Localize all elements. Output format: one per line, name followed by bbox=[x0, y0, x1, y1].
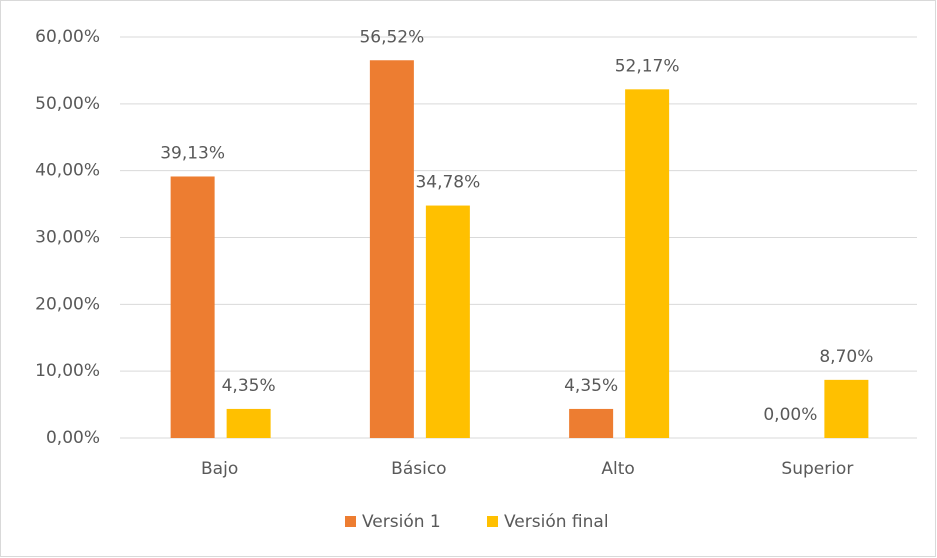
bar bbox=[226, 408, 271, 438]
data-label: 4,35% bbox=[222, 376, 276, 396]
bar bbox=[425, 205, 470, 438]
bar bbox=[824, 379, 869, 438]
y-tick-label: 40,00% bbox=[35, 161, 100, 181]
x-tick-label: Básico bbox=[391, 459, 446, 479]
legend-swatch bbox=[345, 516, 356, 527]
y-tick-label: 20,00% bbox=[35, 294, 100, 314]
data-label: 56,52% bbox=[359, 27, 424, 47]
bar bbox=[569, 408, 614, 438]
y-tick-label: 60,00% bbox=[35, 27, 100, 47]
legend-label: Versión final bbox=[504, 512, 609, 532]
x-tick-label: Alto bbox=[601, 459, 634, 479]
legend-swatch bbox=[487, 516, 498, 527]
x-tick-label: Bajo bbox=[201, 459, 238, 479]
data-label: 4,35% bbox=[564, 376, 618, 396]
bar bbox=[625, 89, 670, 438]
data-label: 52,17% bbox=[615, 56, 680, 76]
x-tick-label: Superior bbox=[781, 459, 853, 479]
y-tick-label: 30,00% bbox=[35, 228, 100, 248]
data-label: 8,70% bbox=[819, 347, 873, 367]
y-tick-label: 10,00% bbox=[35, 361, 100, 381]
data-label: 0,00% bbox=[763, 405, 817, 425]
bar bbox=[170, 176, 215, 438]
legend-label: Versión 1 bbox=[362, 512, 441, 532]
y-tick-label: 0,00% bbox=[46, 428, 100, 448]
data-label: 39,13% bbox=[160, 143, 225, 163]
data-label: 34,78% bbox=[415, 173, 480, 193]
bar bbox=[369, 60, 414, 439]
y-tick-label: 50,00% bbox=[35, 94, 100, 114]
